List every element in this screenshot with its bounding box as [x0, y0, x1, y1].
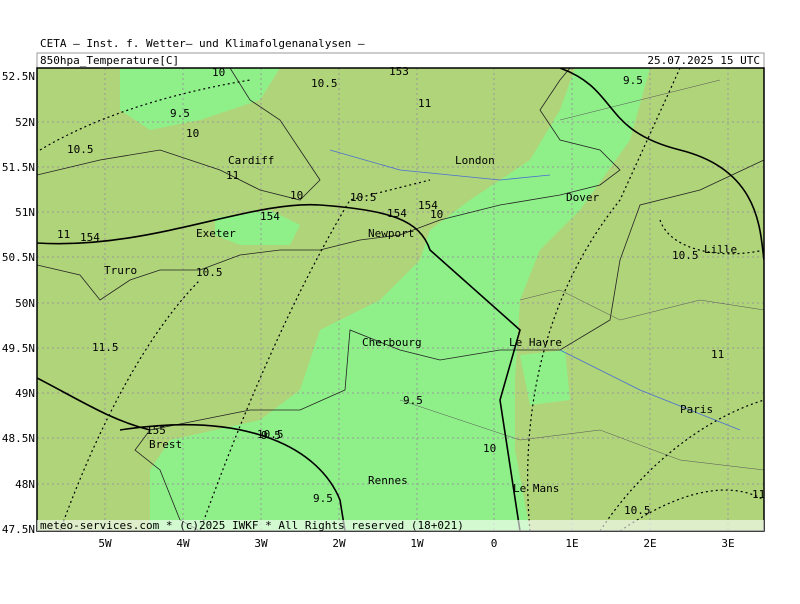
- contour-label: 11: [418, 97, 431, 110]
- footer: meteo-services.com * (c)2025 IWKF * All …: [40, 519, 464, 532]
- contour-label: 10: [212, 66, 225, 79]
- latitude-label: 51.5N: [2, 161, 35, 174]
- valid-time: 25.07.2025 15 UTC: [647, 54, 760, 67]
- longitude-label: 2W: [332, 537, 346, 550]
- contour-label: 10.5: [350, 191, 377, 204]
- contour-label: 10.5: [257, 428, 284, 441]
- place-label: Cherbourg: [362, 336, 422, 349]
- contour-label: 10.5: [196, 266, 223, 279]
- place-label: Dover: [566, 191, 599, 204]
- longitude-label: 5W: [98, 537, 112, 550]
- contour-label: 154: [418, 199, 438, 212]
- contour-label: 11.5: [92, 341, 119, 354]
- place-label: London: [455, 154, 495, 167]
- contour-label: 9.5: [170, 107, 190, 120]
- longitude-label: 3W: [254, 537, 268, 550]
- longitude-label: 3E: [721, 537, 734, 550]
- contour-label: 11: [752, 488, 765, 501]
- place-label: Cardiff: [228, 154, 274, 167]
- contour-label: 10.5: [624, 504, 651, 517]
- contour-label: 11: [226, 169, 239, 182]
- contour-label: 9.5: [403, 394, 423, 407]
- parameter: 850hpa_Temperature[C]: [40, 54, 179, 67]
- latitude-label: 51N: [15, 206, 35, 219]
- contour-label: 9.5: [261, 429, 281, 442]
- place-label: Lille: [704, 243, 737, 256]
- contour-label: 10: [430, 208, 443, 221]
- latitude-label: 49N: [15, 387, 35, 400]
- longitude-label: 1W: [410, 537, 424, 550]
- contour-label: 154: [387, 207, 407, 220]
- latitude-label: 50N: [15, 297, 35, 310]
- latitude-label: 48.5N: [2, 432, 35, 445]
- contour-label: 11: [711, 348, 724, 361]
- contour-label: 10: [290, 189, 303, 202]
- latitude-label: 50.5N: [2, 251, 35, 264]
- place-label: Le Havre: [509, 336, 562, 349]
- contour-label: 10.5: [311, 77, 338, 90]
- place-label: Newport: [368, 227, 414, 240]
- place-label: Rennes: [368, 474, 408, 487]
- contour-label: 154: [260, 210, 280, 223]
- contour-label: 153: [389, 65, 409, 78]
- contour-label: 11: [57, 228, 70, 241]
- map-area: meteo-services.com * (c)2025 IWKF * All …: [36, 67, 765, 532]
- place-label: Exeter: [196, 227, 236, 240]
- longitude-label: 2E: [643, 537, 656, 550]
- latitude-label: 52.5N: [2, 70, 35, 83]
- contour-label: 10: [483, 442, 496, 455]
- latitude-label: 52N: [15, 116, 35, 129]
- place-label: Le Mans: [513, 482, 559, 495]
- contour-label: 10.5: [67, 143, 94, 156]
- contour-label: 154: [80, 231, 100, 244]
- contour-label: 9.5: [313, 492, 333, 505]
- latitude-label: 49.5N: [2, 342, 35, 355]
- longitude-label: 1E: [565, 537, 578, 550]
- institute: CETA — Inst. f. Wetter— und Klimafolgena…: [40, 37, 365, 50]
- longitude-label: 0: [491, 537, 498, 550]
- contour-label: 9.5: [623, 74, 643, 87]
- place-label: Truro: [104, 264, 137, 277]
- contour-label: 10: [186, 127, 199, 140]
- longitude-label: 4W: [176, 537, 190, 550]
- latitude-label: 47.5N: [2, 523, 35, 536]
- contour-label: 10.5: [672, 249, 699, 262]
- place-label: Brest: [149, 438, 182, 451]
- place-label: Paris: [680, 403, 713, 416]
- latitude-label: 48N: [15, 478, 35, 491]
- contour-label: 155: [146, 424, 166, 437]
